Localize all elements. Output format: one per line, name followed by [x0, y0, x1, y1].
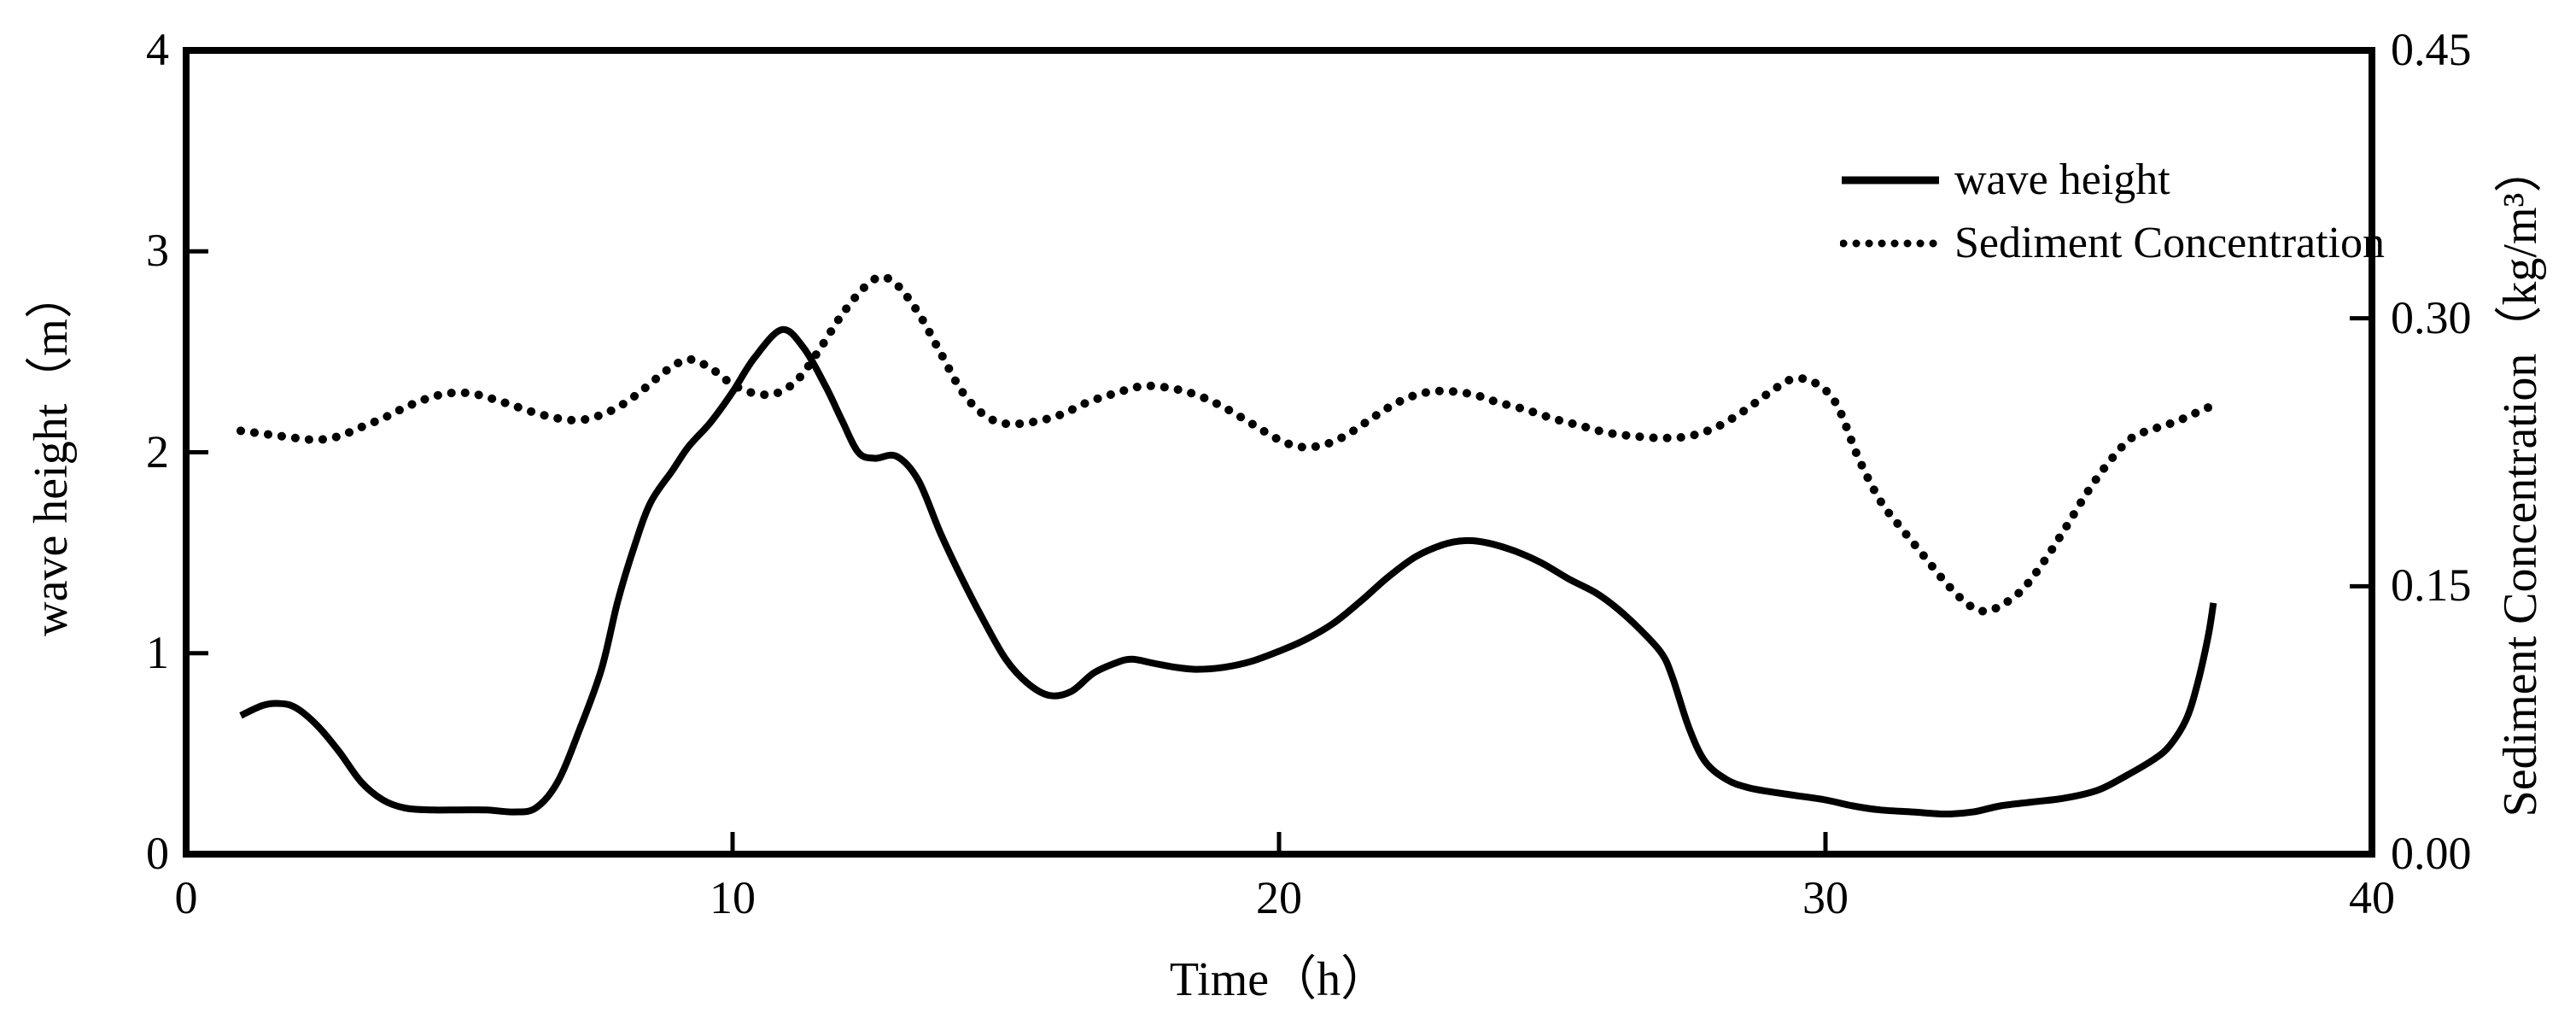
- legend-item-wave-height: wave height: [1840, 149, 2385, 212]
- y-axis-title-right: Sediment Concentration（kg/m³）: [2494, 144, 2547, 817]
- dotted-line-sample-icon: [1840, 239, 1941, 248]
- y-axis-title-left: wave height（m）: [25, 271, 78, 636]
- axis-ticks: [186, 249, 2372, 854]
- y-left-tick-label: 1: [146, 626, 169, 678]
- x-tick-label: 30: [1802, 872, 1849, 923]
- legend-item-sediment-concentration: Sediment Concentration: [1840, 212, 2385, 275]
- y-right-tick-label: 0.45: [2391, 24, 2472, 75]
- y-right-tick-label: 0.15: [2391, 559, 2472, 612]
- y-right-tick-label: 0.30: [2391, 291, 2472, 343]
- legend-label-sediment-concentration: Sediment Concentration: [1954, 219, 2386, 267]
- x-tick-label: 0: [174, 872, 198, 923]
- y-left-tick-label: 3: [146, 225, 169, 277]
- y-left-tick-label: 4: [146, 24, 169, 75]
- y-left-tick-label: 0: [146, 828, 169, 879]
- wave-height-line: [239, 325, 2217, 817]
- x-tick-label: 10: [710, 872, 756, 923]
- legend: wave height Sediment Concentration: [1840, 149, 2385, 275]
- y-left-tick-label: 2: [146, 425, 169, 477]
- solid-line-sample-icon: [1842, 176, 1939, 184]
- sediment-concentration-line: [237, 272, 2212, 616]
- x-tick-label: 40: [2349, 872, 2395, 923]
- legend-label-wave-height: wave height: [1954, 155, 2170, 204]
- x-axis-title: Time（h）: [1169, 953, 1389, 1006]
- x-tick-label: 20: [1256, 872, 1302, 923]
- chart-series: [237, 272, 2217, 817]
- y-right-tick-label: 0.00: [2391, 828, 2472, 879]
